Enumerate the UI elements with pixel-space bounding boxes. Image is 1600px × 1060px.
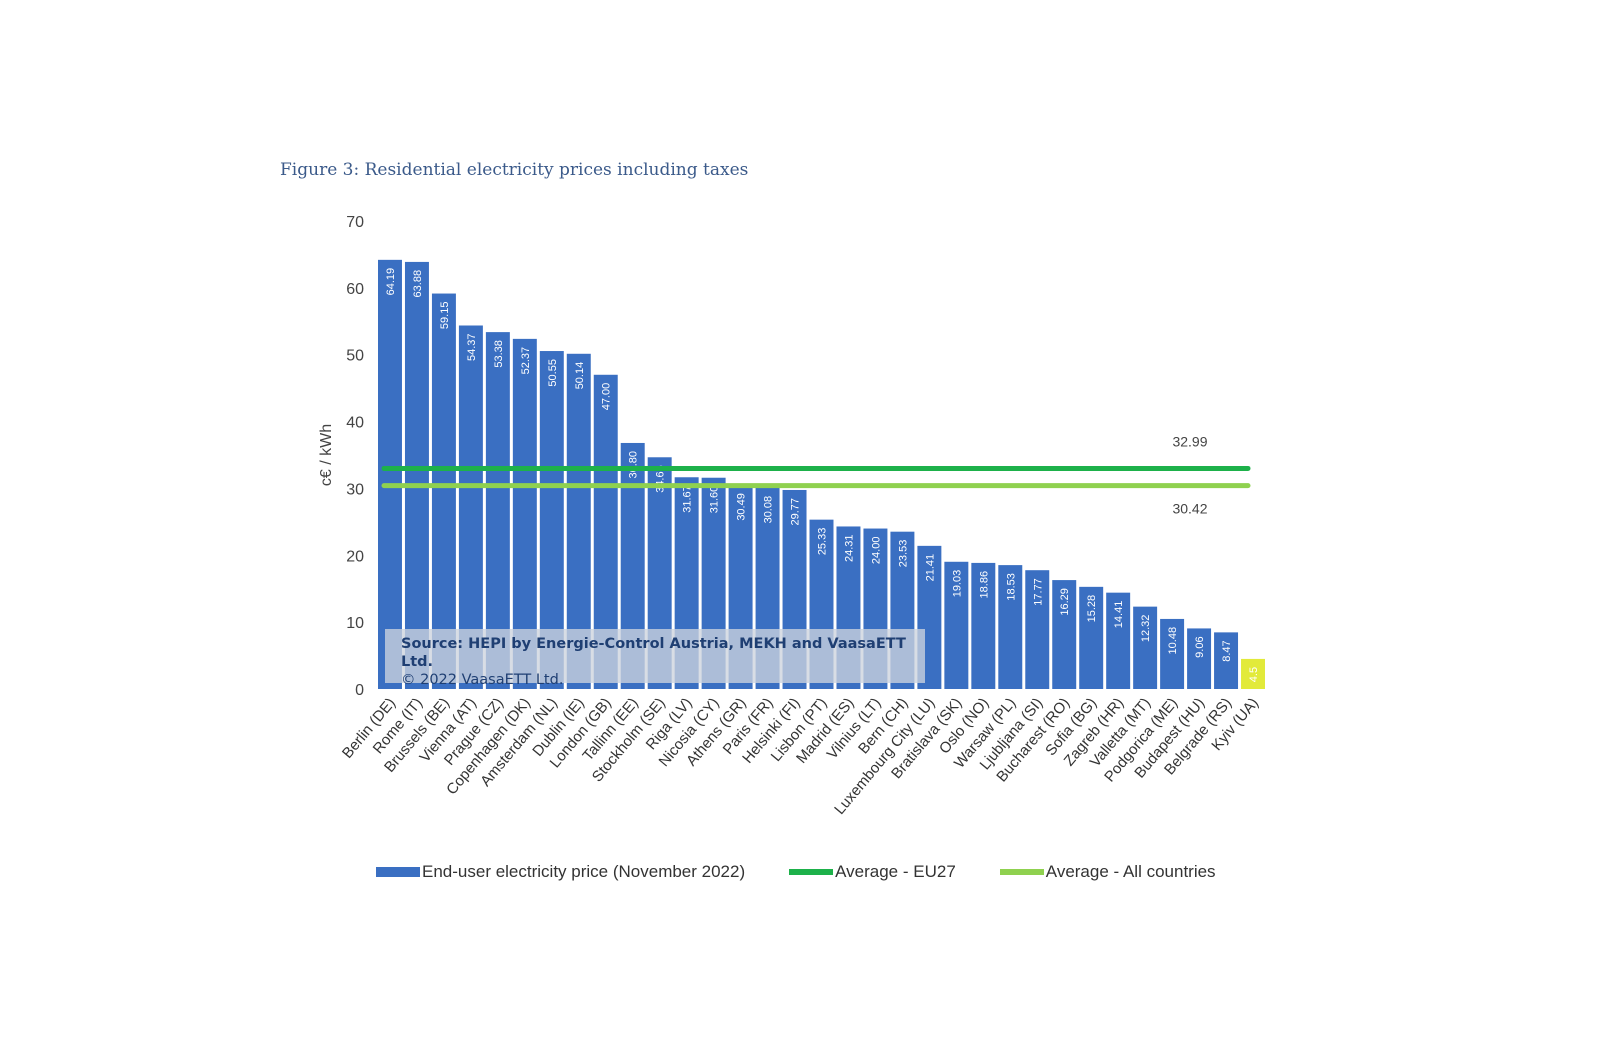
bar-value-label: 59.15 xyxy=(439,302,451,330)
bar-value-label: 23.53 xyxy=(897,540,909,568)
bar-value-label: 18.86 xyxy=(978,571,990,599)
bar-value-label: 50.14 xyxy=(574,362,586,390)
bar xyxy=(1106,592,1131,689)
legend-swatch-eu27 xyxy=(789,869,834,875)
bar-value-label: 21.41 xyxy=(924,554,936,582)
bar-value-label: 4.5 xyxy=(1248,667,1260,682)
bar-value-label: 31.60 xyxy=(709,486,721,514)
copyright-text: © 2022 VaasaETT Ltd. xyxy=(401,672,564,688)
bar xyxy=(998,565,1023,689)
bar xyxy=(944,561,969,689)
bar xyxy=(1079,586,1104,689)
legend-label-all: Average - All countries xyxy=(1045,862,1216,881)
bar xyxy=(378,259,402,689)
bar-value-label: 24.31 xyxy=(843,534,855,562)
bar xyxy=(1241,658,1265,689)
bar-value-label: 17.77 xyxy=(1032,578,1044,606)
legend-label-price: End-user electricity price (November 202… xyxy=(422,862,746,881)
y-tick-label: 60 xyxy=(346,281,364,298)
bar xyxy=(593,374,618,689)
avg-all-label: 30.42 xyxy=(1172,501,1207,517)
bar-value-label: 15.28 xyxy=(1086,595,1098,623)
bar-value-label: 54.37 xyxy=(466,333,478,361)
y-axis-label: c€ / kWh xyxy=(318,424,335,486)
y-tick-label: 0 xyxy=(355,682,364,699)
bar xyxy=(1052,580,1077,689)
bar-value-label: 50.55 xyxy=(547,359,559,387)
bar xyxy=(485,332,510,689)
y-tick-label: 10 xyxy=(346,615,364,632)
bar-value-label: 25.33 xyxy=(817,528,829,556)
bar xyxy=(512,338,537,689)
bar-value-label: 12.32 xyxy=(1140,615,1152,643)
bar-value-label: 9.06 xyxy=(1194,636,1206,657)
bar-value-label: 14.41 xyxy=(1113,601,1125,629)
avg-eu27-label: 32.99 xyxy=(1172,433,1207,449)
source-text: Source: HEPI by Energie-Control Austria,… xyxy=(401,636,906,670)
bar xyxy=(971,562,996,689)
bar-value-label: 29.77 xyxy=(790,498,802,526)
legend-item-all: Average - All countries xyxy=(999,862,1216,882)
y-tick-label: 50 xyxy=(346,348,364,365)
bar xyxy=(431,293,456,689)
bar xyxy=(566,353,591,689)
bar-value-label: 8.47 xyxy=(1221,640,1233,661)
bar-value-label: 63.88 xyxy=(412,270,424,298)
source-note: Source: HEPI by Energie-Control Austria,… xyxy=(385,629,925,688)
bar xyxy=(1133,606,1158,689)
bars-group: 64.19 63.88 59.15 54.37 53.38 52.37 50.55 50.14… xyxy=(378,259,1265,689)
bar-value-label: 30.08 xyxy=(763,496,775,524)
legend-label-eu27: Average - EU27 xyxy=(835,862,956,881)
legend-item-price: End-user electricity price (November 202… xyxy=(376,862,745,882)
bar-value-label: 64.19 xyxy=(385,268,397,296)
bar-value-label: 19.03 xyxy=(951,570,963,598)
bar xyxy=(1160,618,1185,689)
legend-swatch-price xyxy=(376,867,420,877)
bar-value-label: 18.53 xyxy=(1005,573,1017,601)
x-axis-labels: Berlin (DE)Rome (IT)Brussels (BE)Vienna … xyxy=(339,695,1262,818)
figure-caption: Figure 3: Residential electricity prices… xyxy=(280,160,749,180)
y-tick-label: 70 xyxy=(346,214,364,231)
bar-value-label: 36.80 xyxy=(628,451,640,479)
bar-value-label: 24.00 xyxy=(870,537,882,565)
y-tick-label: 30 xyxy=(346,481,364,498)
legend-item-eu27: Average - EU27 xyxy=(789,862,956,882)
average-lines: 32.99 30.42 xyxy=(381,433,1251,517)
bar xyxy=(539,351,564,689)
legend-swatch-all xyxy=(999,869,1044,875)
bar xyxy=(1025,570,1050,689)
y-tick-label: 20 xyxy=(346,548,364,565)
bar-value-label: 30.49 xyxy=(736,493,748,521)
bar-value-label: 10.48 xyxy=(1167,627,1179,655)
bar xyxy=(404,261,429,689)
bar xyxy=(1214,632,1239,689)
bar-value-label: 52.37 xyxy=(520,347,532,375)
y-axis-ticks: 0 10 20 30 40 50 60 70 xyxy=(346,214,364,699)
bar-value-label: 53.38 xyxy=(493,340,505,368)
y-tick-label: 40 xyxy=(346,415,364,432)
bar-value-label: 31.67 xyxy=(682,485,694,513)
bar xyxy=(458,325,483,689)
chart-legend: End-user electricity price (November 202… xyxy=(376,860,1260,884)
bar xyxy=(1187,628,1212,689)
bar-value-label: 47.00 xyxy=(601,383,613,411)
bar xyxy=(620,442,645,689)
bar-value-label: 16.29 xyxy=(1059,588,1071,616)
